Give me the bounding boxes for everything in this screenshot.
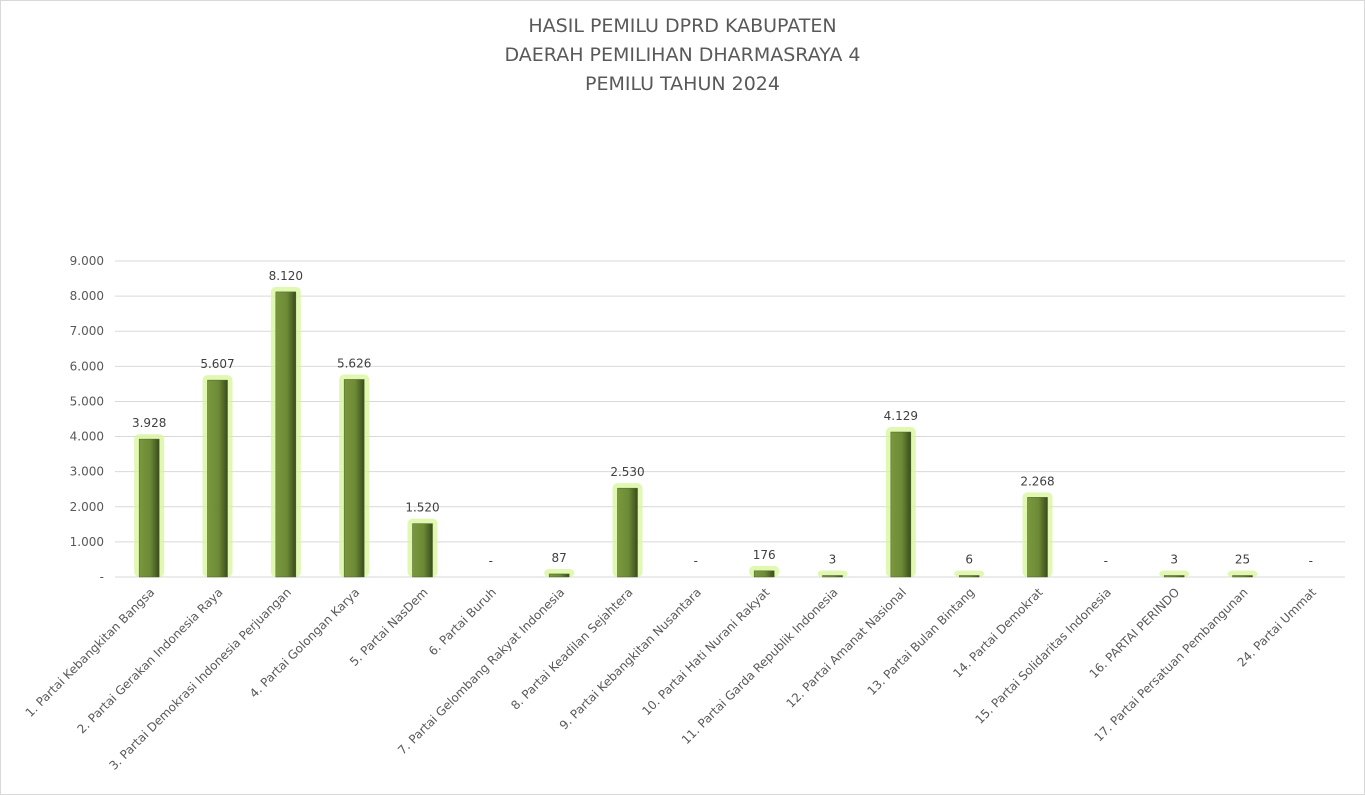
data-label: 2.268 (1020, 474, 1054, 488)
x-category-label: 10. Partai Hati Nurani Rakyat (639, 585, 772, 718)
y-tick-label: 8.000 (70, 289, 104, 303)
bar[interactable] (822, 575, 843, 578)
bar[interactable] (548, 573, 570, 578)
y-tick-label: 2.000 (70, 500, 104, 514)
data-label: 3 (829, 553, 837, 567)
y-tick-label: 3.000 (70, 465, 104, 479)
bar[interactable] (275, 291, 297, 578)
data-label: - (489, 554, 493, 568)
y-tick-label: - (100, 570, 104, 584)
x-category-label: 6. Partai Buruh (426, 585, 499, 658)
data-label: 3.928 (132, 416, 166, 430)
bar[interactable] (1232, 575, 1253, 578)
data-label: 6 (965, 553, 973, 567)
bar[interactable] (1027, 497, 1048, 578)
y-tick-label: 7.000 (70, 324, 104, 338)
bar[interactable] (412, 523, 433, 578)
x-category-label: 4. Partai Golongan Karya (247, 585, 362, 700)
data-label: 176 (753, 548, 776, 562)
bar[interactable] (207, 379, 228, 578)
x-category-label: 2. Partai Gerakan Indonesia Raya (75, 585, 226, 736)
bar[interactable] (890, 431, 912, 578)
chart-title-line-1: HASIL PEMILU DPRD KABUPATEN (528, 15, 837, 37)
x-category-label: 1. Partai Kebangkitan Bangsa (23, 585, 158, 720)
data-label: - (1309, 554, 1313, 568)
data-label: 1.520 (405, 501, 439, 515)
data-label: 5.607 (200, 357, 234, 371)
chart-title: HASIL PEMILU DPRD KABUPATEN DAERAH PEMIL… (0, 12, 1365, 99)
data-label: 2.530 (610, 465, 644, 479)
data-label: - (1104, 554, 1108, 568)
x-category-label: 11. Partai Garda Republik Indonesia (679, 585, 841, 747)
data-label: 8.120 (269, 269, 303, 283)
y-tick-label: 9.000 (70, 254, 104, 268)
data-label: 25 (1235, 553, 1250, 567)
x-category-label: 15. Partai Solidaritas Indonesia (972, 585, 1114, 727)
bar[interactable] (753, 570, 775, 578)
bar[interactable] (343, 379, 365, 578)
y-tick-label: 5.000 (70, 394, 104, 408)
chart-title-line-3: PEMILU TAHUN 2024 (585, 73, 780, 95)
data-label: 3 (1170, 553, 1178, 567)
bar[interactable] (617, 487, 638, 578)
x-category-label: 9. Partai Kebangkitan Nusantara (557, 585, 704, 732)
y-tick-label: 6.000 (70, 359, 104, 373)
chart-title-line-2: DAERAH PEMILIHAN DHARMASRAYA 4 (504, 44, 861, 66)
bar[interactable] (1163, 575, 1185, 578)
x-category-label: 8. Partai Keadilan Sejahtera (508, 585, 635, 712)
bar[interactable] (138, 438, 160, 578)
data-label: 87 (552, 551, 567, 565)
x-category-label: 17. Partai Persatuan Pembangunan (1091, 585, 1250, 744)
data-label: - (694, 554, 698, 568)
bar[interactable] (958, 575, 980, 578)
data-label: 5.626 (337, 356, 371, 370)
y-tick-label: 4.000 (70, 430, 104, 444)
data-label: 4.129 (884, 409, 918, 423)
y-tick-label: 1.000 (70, 535, 104, 549)
x-category-label: 12. Partai Amanat Nasional (784, 585, 909, 710)
